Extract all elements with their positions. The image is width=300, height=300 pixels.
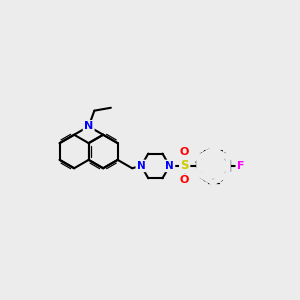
Text: F: F xyxy=(237,161,244,171)
Text: O: O xyxy=(180,147,189,157)
Text: N: N xyxy=(137,161,146,171)
Text: N: N xyxy=(84,122,93,131)
Text: S: S xyxy=(180,159,189,172)
Text: O: O xyxy=(180,175,189,185)
Text: N: N xyxy=(165,161,174,171)
